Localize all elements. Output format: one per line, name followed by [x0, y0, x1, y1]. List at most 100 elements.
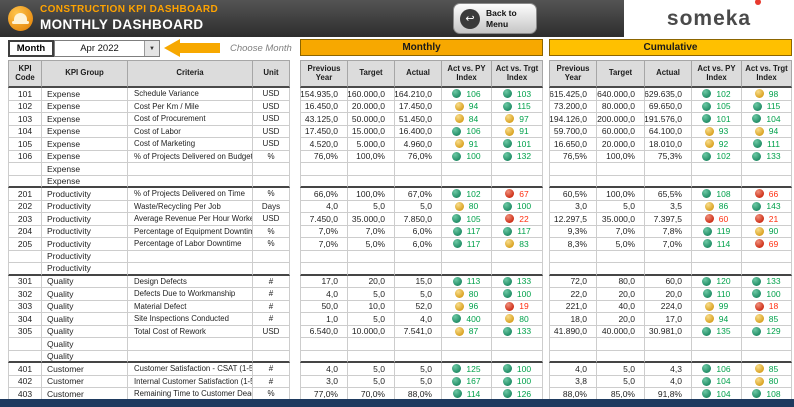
unit-cell[interactable]: #	[253, 300, 290, 313]
cumulative-act-py-index-cell[interactable]: 110	[692, 288, 742, 301]
cumulative-previous-year-cell[interactable]: 22,0	[549, 288, 597, 301]
cumulative-act-trgt-index-cell[interactable]: 133	[742, 150, 792, 163]
monthly-target-cell[interactable]: 160.000,0	[348, 88, 395, 101]
criteria-cell[interactable]: % of Projects Delivered on Time	[128, 188, 253, 201]
monthly-act-trgt-index-cell[interactable]	[492, 175, 543, 188]
kpi-code-cell[interactable]	[8, 350, 42, 363]
cumulative-actual-cell[interactable]: 20,0	[645, 288, 692, 301]
kpi-code-cell[interactable]: 202	[8, 200, 42, 213]
cumulative-act-trgt-index-cell[interactable]	[742, 350, 792, 363]
kpi-group-cell[interactable]: Customer	[42, 363, 128, 376]
monthly-act-trgt-index-cell[interactable]: 91	[492, 125, 543, 138]
cumulative-target-cell[interactable]: 40,0	[597, 300, 645, 313]
chevron-down-icon[interactable]: ▼	[144, 41, 159, 56]
cumulative-previous-year-cell[interactable]: 615.425,0	[549, 88, 597, 101]
monthly-act-py-index-cell[interactable]: 125	[442, 363, 492, 376]
kpi-code-cell[interactable]: 204	[8, 225, 42, 238]
kpi-code-cell[interactable]: 104	[8, 125, 42, 138]
cumulative-actual-cell[interactable]: 75,3%	[645, 150, 692, 163]
kpi-group-cell[interactable]: Quality	[42, 338, 128, 351]
criteria-cell[interactable]	[128, 175, 253, 188]
unit-cell[interactable]: %	[253, 188, 290, 201]
cumulative-act-py-index-cell[interactable]: 93	[692, 125, 742, 138]
monthly-previous-year-cell[interactable]: 6.540,0	[300, 325, 348, 338]
monthly-act-trgt-index-cell[interactable]: 97	[492, 113, 543, 126]
cumulative-previous-year-cell[interactable]: 3,8	[549, 375, 597, 388]
monthly-act-py-index-cell[interactable]	[442, 250, 492, 263]
monthly-previous-year-cell[interactable]: 16.450,0	[300, 100, 348, 113]
monthly-act-py-index-cell[interactable]: 80	[442, 288, 492, 301]
cumulative-actual-cell[interactable]: 30.981,0	[645, 325, 692, 338]
monthly-act-trgt-index-cell[interactable]: 117	[492, 225, 543, 238]
monthly-act-py-index-cell[interactable]	[442, 350, 492, 363]
kpi-code-cell[interactable]: 203	[8, 213, 42, 226]
monthly-act-py-index-cell[interactable]: 96	[442, 300, 492, 313]
kpi-group-cell[interactable]: Expense	[42, 125, 128, 138]
cumulative-actual-cell[interactable]: 17,0	[645, 313, 692, 326]
monthly-actual-cell[interactable]: 164.210,0	[395, 88, 442, 101]
monthly-act-py-index-cell[interactable]	[442, 263, 492, 276]
kpi-group-cell[interactable]: Productivity	[42, 263, 128, 276]
cumulative-actual-cell[interactable]	[645, 263, 692, 276]
monthly-act-trgt-index-cell[interactable]: 101	[492, 138, 543, 151]
cumulative-actual-cell[interactable]: 4,0	[645, 375, 692, 388]
cumulative-act-py-index-cell[interactable]: 114	[692, 238, 742, 251]
cumulative-act-py-index-cell[interactable]	[692, 250, 742, 263]
monthly-target-cell[interactable]: 100,0%	[348, 188, 395, 201]
cumulative-previous-year-cell[interactable]: 59.700,0	[549, 125, 597, 138]
cumulative-target-cell[interactable]: 5,0	[597, 200, 645, 213]
monthly-act-py-index-cell[interactable]: 94	[442, 100, 492, 113]
kpi-code-cell[interactable]: 401	[8, 363, 42, 376]
unit-cell[interactable]: #	[253, 375, 290, 388]
cumulative-act-py-index-cell[interactable]: 105	[692, 100, 742, 113]
monthly-actual-cell[interactable]: 5,0	[395, 200, 442, 213]
monthly-act-trgt-index-cell[interactable]: 83	[492, 238, 543, 251]
kpi-code-cell[interactable]: 201	[8, 188, 42, 201]
monthly-target-cell[interactable]: 7,0%	[348, 225, 395, 238]
monthly-previous-year-cell[interactable]	[300, 163, 348, 176]
monthly-previous-year-cell[interactable]: 17,0	[300, 275, 348, 288]
monthly-actual-cell[interactable]: 15,0	[395, 275, 442, 288]
monthly-act-trgt-index-cell[interactable]	[492, 163, 543, 176]
criteria-cell[interactable]: Average Revenue Per Hour Worked	[128, 213, 253, 226]
unit-cell[interactable]: Days	[253, 200, 290, 213]
unit-cell[interactable]	[253, 163, 290, 176]
cumulative-act-trgt-index-cell[interactable]: 85	[742, 313, 792, 326]
kpi-code-cell[interactable]: 303	[8, 300, 42, 313]
monthly-target-cell[interactable]: 50.000,0	[348, 113, 395, 126]
monthly-act-py-index-cell[interactable]	[442, 175, 492, 188]
monthly-actual-cell[interactable]: 52,0	[395, 300, 442, 313]
kpi-group-cell[interactable]: Quality	[42, 350, 128, 363]
criteria-cell[interactable]: Percentage of Labor Downtime	[128, 238, 253, 251]
cumulative-act-py-index-cell[interactable]: 94	[692, 313, 742, 326]
cumulative-actual-cell[interactable]: 69.650,0	[645, 100, 692, 113]
monthly-act-py-index-cell[interactable]: 84	[442, 113, 492, 126]
kpi-group-cell[interactable]: Productivity	[42, 225, 128, 238]
monthly-target-cell[interactable]: 5,0%	[348, 238, 395, 251]
monthly-target-cell[interactable]: 5,0	[348, 200, 395, 213]
kpi-group-cell[interactable]: Expense	[42, 163, 128, 176]
criteria-cell[interactable]: Site Inspections Conducted	[128, 313, 253, 326]
kpi-group-cell[interactable]: Productivity	[42, 200, 128, 213]
cumulative-actual-cell[interactable]: 7,8%	[645, 225, 692, 238]
monthly-actual-cell[interactable]: 7.541,0	[395, 325, 442, 338]
cumulative-act-py-index-cell[interactable]	[692, 338, 742, 351]
kpi-group-cell[interactable]: Customer	[42, 375, 128, 388]
cumulative-act-trgt-index-cell[interactable]: 143	[742, 200, 792, 213]
monthly-previous-year-cell[interactable]: 4,0	[300, 363, 348, 376]
criteria-cell[interactable]: Cost of Procurement	[128, 113, 253, 126]
cumulative-target-cell[interactable]: 20,0	[597, 313, 645, 326]
monthly-act-trgt-index-cell[interactable]: 132	[492, 150, 543, 163]
monthly-actual-cell[interactable]	[395, 350, 442, 363]
monthly-actual-cell[interactable]: 6,0%	[395, 238, 442, 251]
cumulative-act-py-index-cell[interactable]: 99	[692, 300, 742, 313]
unit-cell[interactable]: USD	[253, 100, 290, 113]
monthly-target-cell[interactable]	[348, 338, 395, 351]
unit-cell[interactable]: #	[253, 313, 290, 326]
monthly-actual-cell[interactable]	[395, 175, 442, 188]
monthly-act-py-index-cell[interactable]: 91	[442, 138, 492, 151]
monthly-act-py-index-cell[interactable]: 106	[442, 125, 492, 138]
monthly-actual-cell[interactable]: 5,0	[395, 375, 442, 388]
monthly-actual-cell[interactable]: 7.850,0	[395, 213, 442, 226]
cumulative-act-trgt-index-cell[interactable]: 111	[742, 138, 792, 151]
